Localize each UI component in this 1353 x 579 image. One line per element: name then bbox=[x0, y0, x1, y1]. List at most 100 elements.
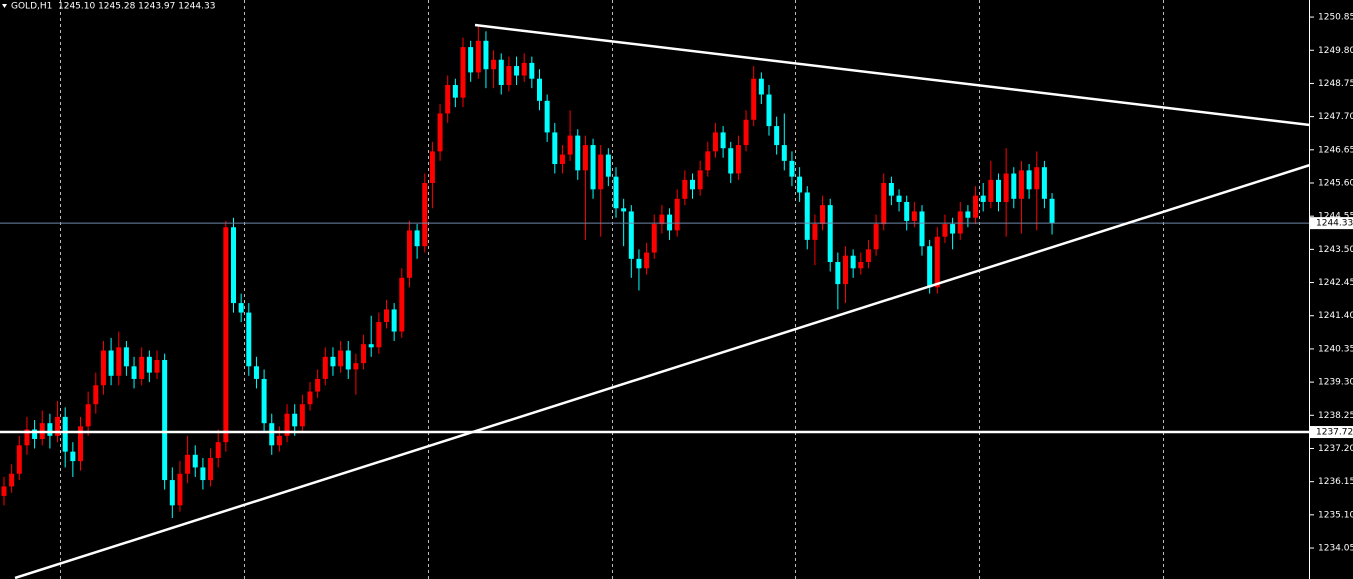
candle-body bbox=[78, 426, 83, 462]
candle-body bbox=[85, 404, 91, 427]
price-axis bbox=[1309, 0, 1353, 579]
candle-body bbox=[529, 62, 535, 79]
candle-body bbox=[16, 445, 22, 474]
candle-body bbox=[139, 356, 145, 379]
candle-body bbox=[376, 322, 382, 348]
candle-body bbox=[445, 85, 451, 114]
candle-body bbox=[100, 350, 106, 386]
candle-body bbox=[498, 59, 504, 86]
candle-body bbox=[491, 59, 497, 70]
y-tick-label: 1241.40 bbox=[1318, 311, 1353, 321]
candle-body bbox=[146, 356, 152, 373]
candle-body bbox=[162, 359, 168, 481]
candle-body bbox=[70, 451, 76, 462]
trendline bbox=[14, 163, 1311, 579]
candle-body bbox=[269, 423, 275, 446]
candle-body bbox=[559, 154, 565, 165]
candles bbox=[1, 24, 1055, 519]
candle-body bbox=[728, 148, 734, 174]
y-tick-label: 1245.60 bbox=[1318, 178, 1353, 188]
candle-body bbox=[705, 151, 711, 171]
candle-body bbox=[123, 347, 129, 367]
y-tick-label: 1235.10 bbox=[1318, 510, 1353, 520]
candle-body bbox=[613, 176, 619, 209]
candle-body bbox=[215, 442, 221, 458]
candle-body bbox=[789, 160, 795, 177]
candle-body bbox=[766, 94, 772, 127]
candle-body bbox=[651, 224, 657, 253]
current-price-tag bbox=[1310, 217, 1353, 230]
candle-body bbox=[1, 486, 7, 496]
candle-body bbox=[973, 195, 979, 218]
candle-body bbox=[246, 312, 252, 367]
candle-body bbox=[988, 179, 994, 202]
candle-body bbox=[368, 344, 374, 348]
candle-body bbox=[644, 252, 650, 269]
candle-body bbox=[667, 214, 673, 231]
y-tick-label: 1242.45 bbox=[1318, 278, 1353, 288]
candle-body bbox=[621, 208, 627, 212]
candle-body bbox=[1041, 167, 1047, 199]
y-tick-label: 1246.65 bbox=[1318, 145, 1353, 155]
candle-body bbox=[238, 303, 244, 313]
y-tick-label: 1238.25 bbox=[1318, 411, 1353, 421]
candle-body bbox=[32, 429, 38, 439]
candle-body bbox=[827, 205, 833, 263]
candle-body bbox=[1003, 173, 1009, 202]
candle-body bbox=[169, 480, 175, 506]
candle-body bbox=[881, 182, 887, 225]
candle-body bbox=[636, 258, 642, 269]
candle-body bbox=[751, 78, 757, 120]
candle-body bbox=[598, 154, 604, 190]
candle-body bbox=[468, 47, 474, 73]
y-tick-label: 1239.30 bbox=[1318, 378, 1353, 388]
dropdown-icon bbox=[2, 4, 7, 8]
candle-body bbox=[582, 145, 588, 171]
candle-body bbox=[712, 132, 718, 152]
candle-body bbox=[93, 385, 99, 405]
candle-body bbox=[690, 179, 695, 190]
level-tag bbox=[1310, 426, 1353, 439]
axis-labels: 1250.85 1249.80 1248.75 1247.70 1246.65 1245.… bbox=[1309, 13, 1353, 554]
candle-body bbox=[537, 78, 542, 101]
candle-body bbox=[743, 119, 749, 146]
candle-body bbox=[835, 262, 841, 285]
candle-body bbox=[865, 249, 871, 263]
candle-body bbox=[552, 132, 558, 165]
level-label: 1237.72 bbox=[1316, 428, 1353, 438]
candle-body bbox=[888, 182, 894, 196]
candle-body bbox=[850, 255, 856, 269]
candle-body bbox=[315, 378, 321, 392]
candle-body bbox=[475, 40, 481, 73]
candle-body bbox=[116, 347, 122, 376]
candle-body bbox=[483, 40, 489, 70]
candle-body bbox=[674, 198, 680, 231]
candle-body bbox=[322, 356, 328, 379]
candle-body bbox=[460, 47, 466, 98]
candle-body bbox=[965, 211, 971, 218]
candle-body bbox=[361, 344, 367, 364]
candle-body bbox=[950, 224, 956, 234]
candle-body bbox=[911, 211, 917, 221]
candle-body bbox=[896, 195, 902, 202]
y-tick-label: 1247.70 bbox=[1318, 112, 1353, 122]
candle-body bbox=[108, 350, 114, 376]
candle-body bbox=[299, 404, 305, 427]
period-separators bbox=[60, 0, 1164, 579]
candle-body bbox=[62, 416, 68, 452]
candle-body bbox=[185, 454, 191, 474]
candle-body bbox=[605, 154, 611, 177]
y-tick-label: 1244.55 bbox=[1318, 212, 1353, 222]
candle-body bbox=[154, 359, 160, 373]
candle-body bbox=[437, 113, 443, 152]
candle-body bbox=[843, 255, 848, 285]
y-tick-label: 1249.80 bbox=[1318, 46, 1353, 56]
y-tick-label: 1236.15 bbox=[1318, 477, 1353, 487]
candle-body bbox=[353, 363, 359, 370]
candle-body bbox=[200, 467, 206, 481]
candle-body bbox=[55, 416, 61, 436]
candle-body bbox=[406, 230, 412, 278]
candle-body bbox=[682, 179, 688, 199]
candle-body bbox=[904, 201, 910, 221]
y-tick-label: 1234.05 bbox=[1318, 544, 1353, 554]
